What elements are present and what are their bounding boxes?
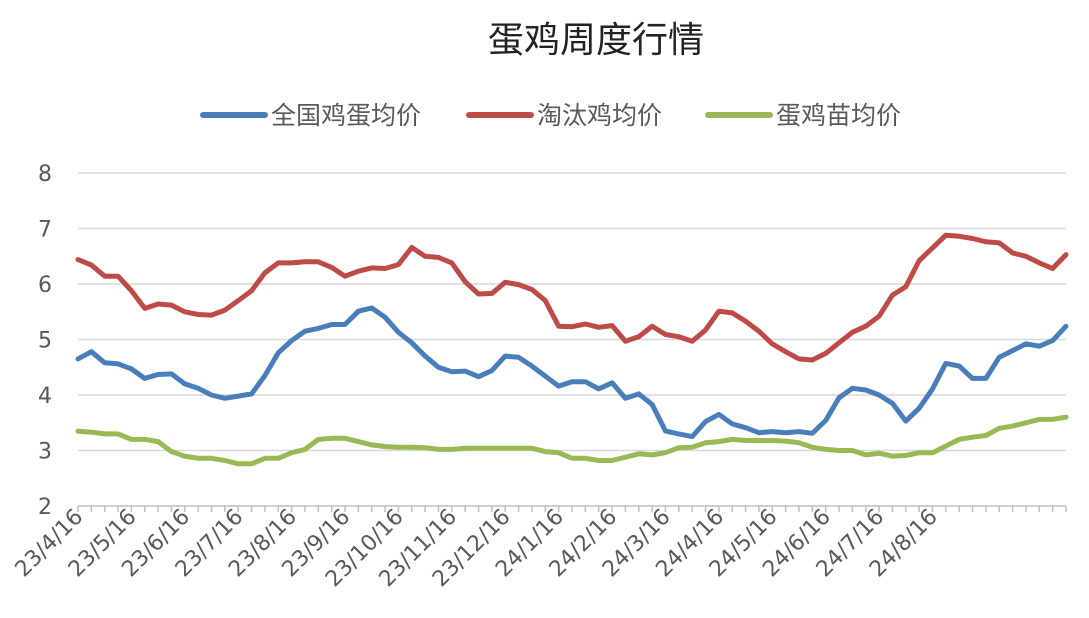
y-tick-label: 4 [38,384,52,409]
series-lines [75,232,1069,467]
legend: 全国鸡蛋均价 淘汰鸡均价 蛋鸡苗均价 [200,101,901,130]
legend-label: 淘汰鸡均价 [537,101,662,130]
y-tick-label: 6 [38,273,52,298]
legend-item-0: 全国鸡蛋均价 [200,101,421,130]
legend-label: 蛋鸡苗均价 [776,101,901,130]
y-tick-label: 8 [38,162,52,187]
legend-item-1: 淘汰鸡均价 [466,101,662,130]
series-line-0 [75,305,1069,440]
legend-label: 全国鸡蛋均价 [271,101,421,130]
y-tick-label: 7 [38,218,52,243]
y-tick-label: 5 [38,329,52,354]
legend-item-2: 蛋鸡苗均价 [705,101,901,130]
chart-title: 蛋鸡周度行情 [488,20,704,61]
x-axis: 23/4/1623/5/1623/6/1623/7/1623/8/1623/9/… [11,505,1067,592]
y-tick-label: 2 [38,495,52,520]
y-axis: 2 3 4 5 6 7 8 [38,162,52,520]
y-tick-label: 3 [38,440,52,465]
series-line-1 [75,232,1069,363]
series-line-2 [75,414,1069,467]
